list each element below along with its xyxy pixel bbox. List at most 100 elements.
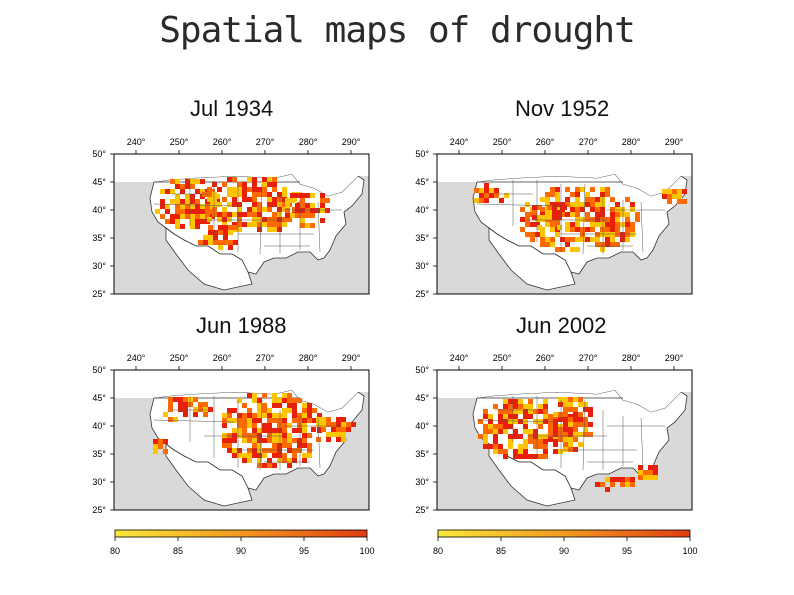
drought-cell	[292, 418, 297, 423]
drought-cell	[242, 418, 247, 423]
drought-cell	[277, 227, 282, 232]
drought-cell	[553, 427, 558, 432]
drought-cell	[302, 433, 307, 438]
drought-cell	[533, 434, 538, 439]
drought-cell	[242, 187, 247, 192]
drought-cell	[493, 404, 498, 409]
drought-cell	[207, 217, 212, 222]
colorbar-tick-label: 80	[433, 546, 443, 556]
state-boundary	[476, 419, 558, 423]
drought-cell	[175, 214, 180, 219]
drought-cell	[212, 207, 217, 212]
drought-cell	[615, 202, 620, 207]
drought-cell	[610, 222, 615, 227]
drought-cell	[185, 184, 190, 189]
drought-cell	[267, 202, 272, 207]
drought-cell	[590, 202, 595, 207]
drought-cell	[595, 202, 600, 207]
drought-cell	[341, 417, 346, 422]
drought-cell	[610, 217, 615, 222]
drought-cell	[677, 189, 682, 194]
drought-cell	[595, 237, 600, 242]
drought-cell	[292, 453, 297, 458]
drought-cell	[257, 418, 262, 423]
drought-cell	[528, 439, 533, 444]
drought-cell	[321, 422, 326, 427]
drought-cell	[247, 453, 252, 458]
drought-cell	[600, 247, 605, 252]
drought-cell	[232, 448, 237, 453]
drought-cell	[170, 219, 175, 224]
drought-cell	[282, 413, 287, 418]
drought-cell	[610, 212, 615, 217]
drought-cell	[305, 193, 310, 198]
drought-cell	[590, 222, 595, 227]
drought-cell	[272, 202, 277, 207]
drought-cell	[272, 212, 277, 217]
drought-cell	[615, 232, 620, 237]
drought-cell	[615, 212, 620, 217]
drought-cell	[575, 212, 580, 217]
drought-cell	[508, 414, 513, 419]
drought-cell	[530, 222, 535, 227]
drought-cell	[272, 393, 277, 398]
lon-tick-label: 270°	[579, 353, 598, 363]
drought-cell	[252, 443, 257, 448]
lon-tick-label: 290°	[342, 137, 361, 147]
drought-cell	[523, 409, 528, 414]
drought-cell	[185, 209, 190, 214]
drought-cell	[543, 399, 548, 404]
drought-cell	[267, 433, 272, 438]
drought-cell	[262, 408, 267, 413]
drought-cell	[489, 193, 494, 198]
drought-cell	[262, 393, 267, 398]
drought-cell	[208, 225, 213, 230]
colorbar-tick-label: 100	[682, 546, 697, 556]
drought-cell	[518, 404, 523, 409]
drought-cell	[648, 465, 653, 470]
drought-cell	[667, 199, 672, 204]
drought-cell	[558, 424, 563, 429]
drought-cell	[200, 204, 205, 209]
drought-cell	[262, 217, 267, 222]
drought-cell	[331, 422, 336, 427]
drought-cell	[570, 237, 575, 242]
drought-cell	[635, 217, 640, 222]
drought-cell	[257, 217, 262, 222]
drought-cell	[600, 222, 605, 227]
drought-cell	[625, 237, 630, 242]
drought-cell	[550, 237, 555, 242]
drought-cell	[277, 438, 282, 443]
drought-cell	[237, 222, 242, 227]
drought-cell	[568, 422, 573, 427]
drought-cell	[292, 438, 297, 443]
drought-cell	[600, 232, 605, 237]
drought-cell	[287, 408, 292, 413]
drought-cell	[277, 398, 282, 403]
drought-cell	[326, 432, 331, 437]
drought-cell	[223, 230, 228, 235]
drought-cell	[638, 470, 643, 475]
drought-cell	[537, 215, 542, 220]
drought-cell	[218, 230, 223, 235]
drought-cell	[168, 417, 173, 422]
drought-cell	[538, 404, 543, 409]
drought-cell	[548, 432, 553, 437]
lon-tick-label: 240°	[127, 137, 146, 147]
drought-cell	[565, 197, 570, 202]
map-label-jun-1988: Jun 1988	[196, 313, 287, 338]
drought-cell	[575, 207, 580, 212]
drought-cell	[277, 428, 282, 433]
drought-cell	[532, 205, 537, 210]
lon-tick-label: 290°	[665, 137, 684, 147]
drought-cell	[513, 429, 518, 434]
drought-cell	[537, 225, 542, 230]
drought-cell	[600, 202, 605, 207]
drought-cell	[595, 197, 600, 202]
drought-cell	[545, 192, 550, 197]
drought-cell	[568, 402, 573, 407]
drought-cell	[498, 449, 503, 454]
drought-cell	[267, 413, 272, 418]
drought-cell	[346, 427, 351, 432]
drought-cell	[252, 453, 257, 458]
